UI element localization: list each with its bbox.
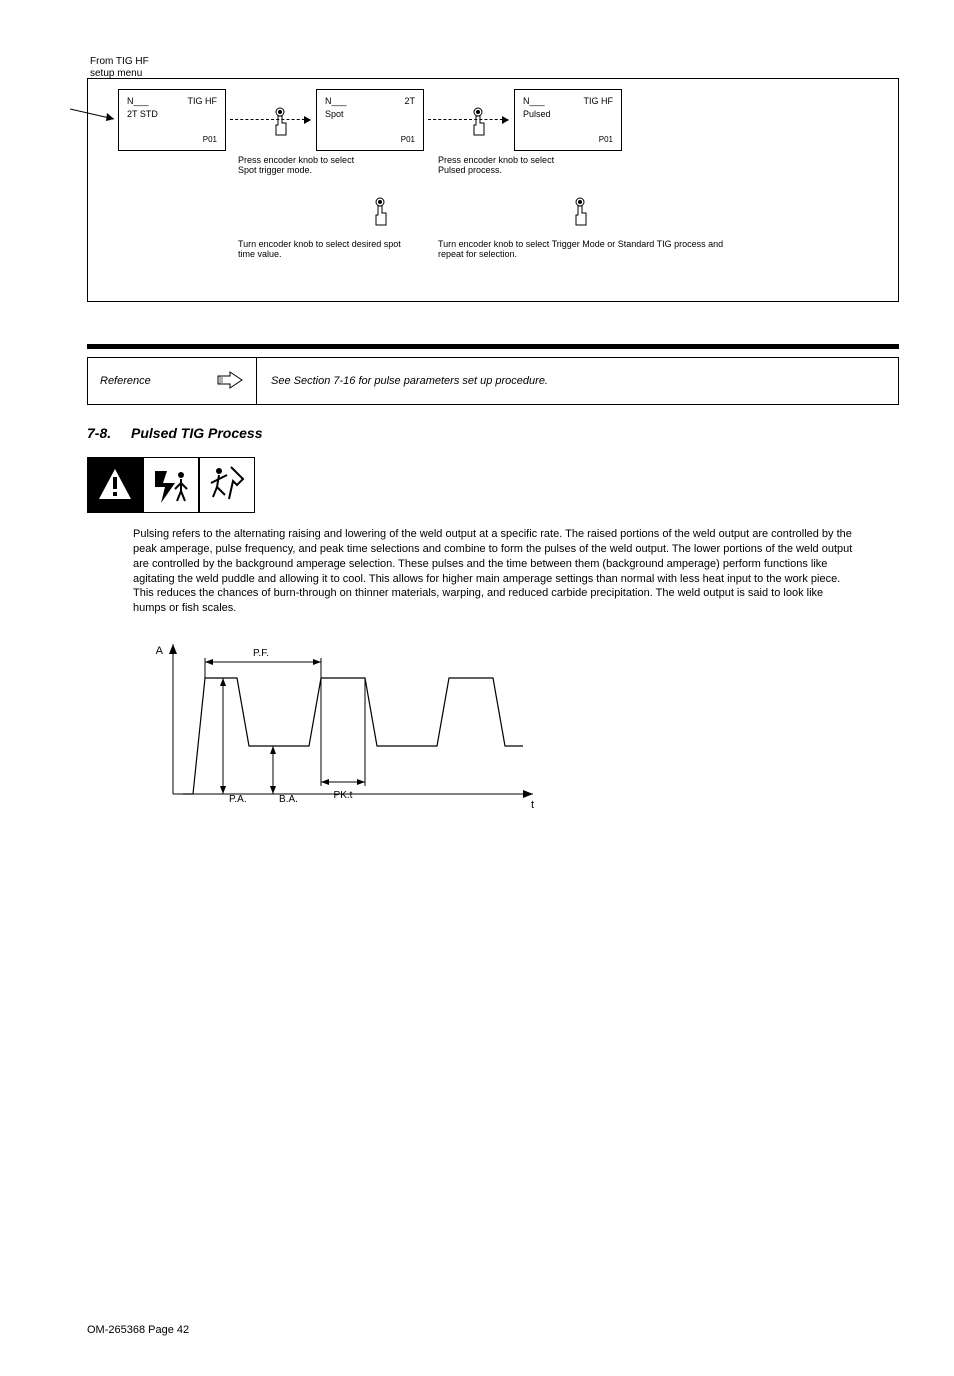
- sub-3: Pulsed: [523, 109, 613, 120]
- flow-screen-1: N___ TIG HF 2T STD P01: [118, 89, 226, 151]
- reference-text: See Section 7-16 for pulse parameters se…: [257, 358, 898, 404]
- page-footer: OM-265368 Page 42: [87, 1324, 899, 1336]
- param-3: P01: [599, 135, 613, 145]
- tap-icon-1: [268, 107, 292, 137]
- flow-diagram: N___ TIG HF 2T STD P01 N___ 2T Spot P01: [87, 78, 899, 302]
- param-2: P01: [401, 135, 415, 145]
- reference-row: Reference See Section 7-16 for pulse par…: [87, 357, 899, 405]
- title-2: 2T: [404, 96, 415, 107]
- caption-4: Turn encoder knob to select Trigger Mode…: [438, 239, 738, 259]
- hand-pointer-icon: [216, 370, 244, 393]
- label-pa: P.A.: [229, 794, 247, 805]
- page: From TIG HF setup menu N___ TIG HF 2T ST…: [0, 0, 954, 1376]
- sub-1: 2T STD: [127, 109, 217, 120]
- caption-1: Press encoder knob to select Spot trigge…: [238, 155, 368, 175]
- tap-icon-2: [466, 107, 490, 137]
- warning-triangle-icon: [87, 457, 143, 513]
- flow-screen-3: N___ TIG HF Pulsed P01: [514, 89, 622, 151]
- reference-label: Reference: [100, 375, 151, 387]
- n-label-3: N___: [523, 96, 545, 107]
- section-number: 7-8.: [87, 425, 131, 441]
- tap-icon-3: [368, 197, 392, 227]
- footer-left: OM-265368 Page 42: [87, 1324, 189, 1336]
- section-title: Pulsed TIG Process: [131, 425, 263, 441]
- label-pkt: PK.t: [334, 790, 353, 801]
- flow-screen-2: N___ 2T Spot P01: [316, 89, 424, 151]
- warning-icons-row: [87, 457, 899, 513]
- falling-hazard-icon: [199, 457, 255, 513]
- header-from: From TIG HF: [90, 56, 149, 67]
- n-label-2: N___: [325, 96, 347, 107]
- x-axis-label: t: [531, 799, 534, 811]
- label-ba: B.A.: [279, 794, 298, 805]
- tap-icon-4: [568, 197, 592, 227]
- pulse-description: Pulsing refers to the alternating raisin…: [133, 527, 859, 616]
- label-pf: P.F.: [253, 648, 269, 659]
- section-divider: [87, 344, 899, 349]
- shock-hazard-icon: [143, 457, 199, 513]
- caption-2: Press encoder knob to select Pulsed proc…: [438, 155, 568, 175]
- title-1: TIG HF: [188, 96, 218, 107]
- pulse-description-text: Pulsing refers to the alternating raisin…: [133, 527, 859, 616]
- caption-3: Turn encoder knob to select desired spot…: [238, 239, 418, 259]
- section-title-row: 7-8. Pulsed TIG Process: [87, 425, 899, 441]
- title-3: TIG HF: [584, 96, 614, 107]
- reference-label-cell: Reference: [88, 358, 257, 404]
- param-1: P01: [203, 135, 217, 145]
- sub-2: Spot: [325, 109, 415, 120]
- entry-arrow: [70, 103, 120, 121]
- pulse-waveform-diagram: A t P.F. PK.t P.A.: [133, 634, 899, 844]
- n-label-1: N___: [127, 96, 149, 107]
- y-axis-label: A: [156, 645, 164, 657]
